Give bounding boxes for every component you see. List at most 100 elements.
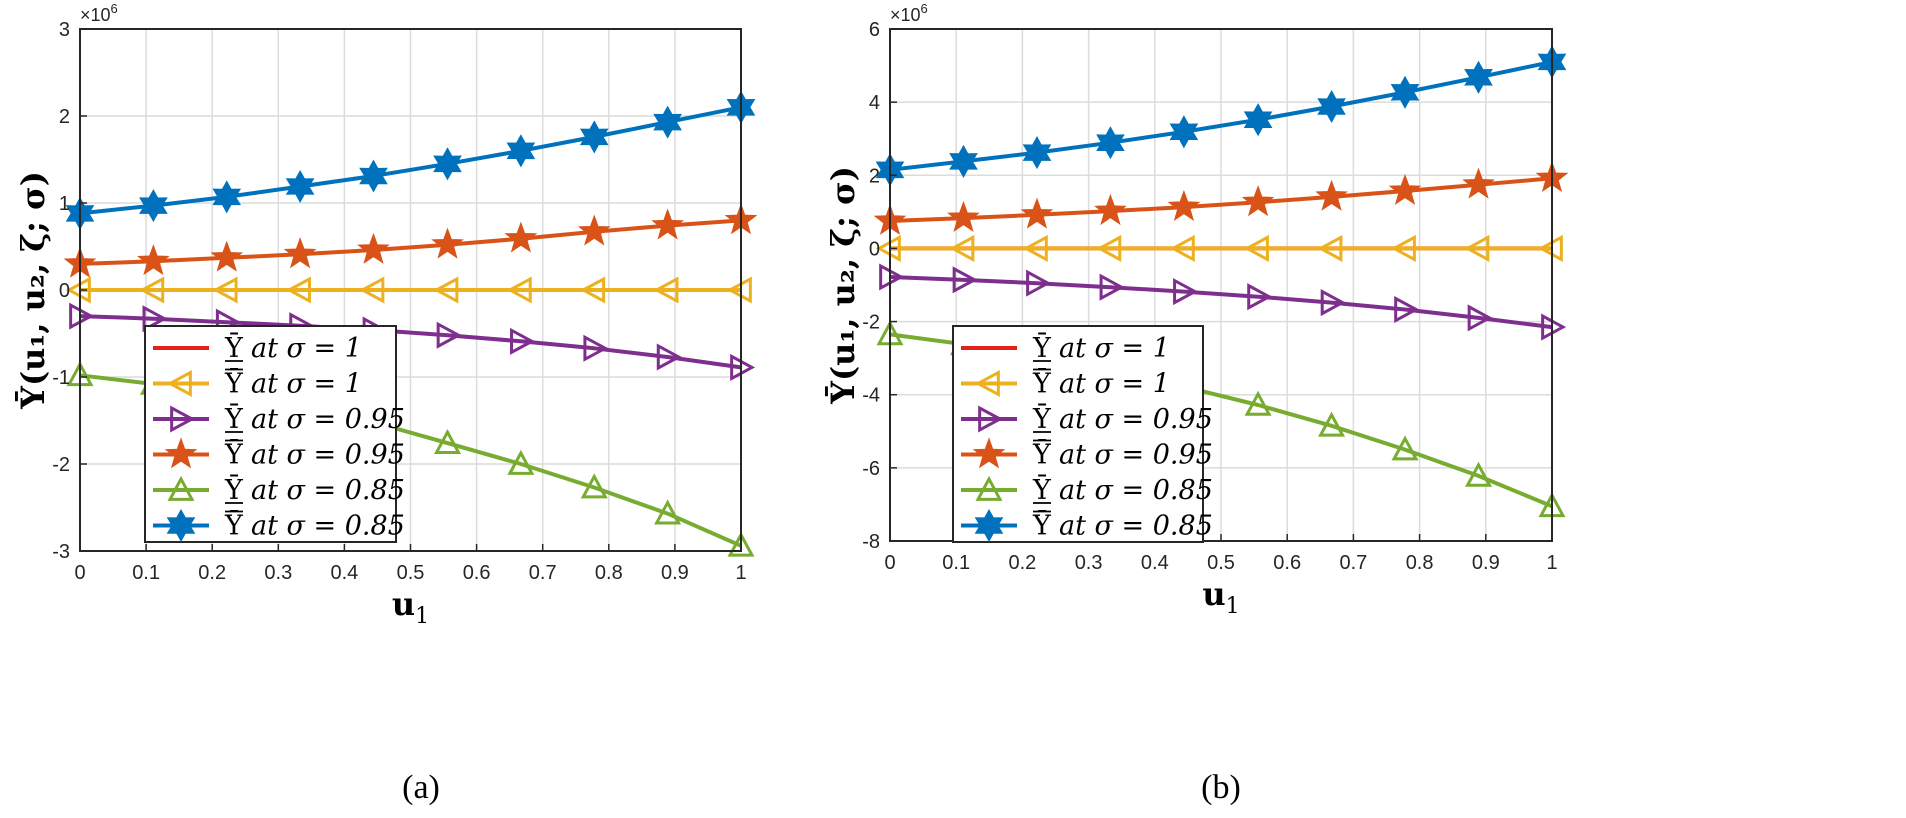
data-point-2-4 (1173, 278, 1199, 306)
data-point-5-5 (433, 147, 462, 181)
data-point-5-7 (1390, 75, 1420, 109)
legend-label-text: at σ = 0.85 (251, 475, 405, 506)
data-point-1-1 (949, 234, 975, 262)
x-tick-label: 0.7 (529, 562, 557, 584)
legend-marker (974, 369, 1000, 398)
data-point-3-7 (577, 214, 611, 246)
legend-marker (975, 475, 1003, 501)
y-tick-label: -8 (862, 531, 880, 553)
data-point-3-5 (431, 227, 464, 259)
data-point-5-7 (579, 120, 609, 154)
data-point-5-6 (506, 134, 536, 168)
y-tick-label: -2 (862, 312, 880, 334)
x-axis-label-subscript: 1 (415, 604, 429, 629)
x-tick-label: 0.6 (463, 562, 491, 584)
legend-symbol: Ῡ (224, 509, 244, 542)
legend-label: at σ = 0.85 (251, 475, 405, 506)
data-point-2-2 (1026, 269, 1052, 297)
legend-symbol: Ῡ (1032, 331, 1052, 364)
data-point-3-2 (210, 240, 244, 272)
legend-symbol: Ῡ (224, 402, 244, 435)
data-point-1-2 (1022, 234, 1048, 262)
data-point-5-5 (1243, 103, 1273, 137)
data-point-1-8 (1464, 234, 1490, 262)
data-point-5-3 (1096, 126, 1125, 160)
data-point-1-4 (1169, 234, 1195, 262)
data-point-4-8 (1465, 461, 1493, 487)
data-point-3-3 (283, 237, 317, 269)
data-point-1-7 (580, 276, 606, 304)
data-point-1-4 (359, 276, 385, 304)
y-axis-label: Ῡ(u₁, u₂, ζ; σ) (14, 171, 52, 410)
data-point-5-8 (1464, 60, 1493, 94)
data-point-5-6 (1317, 89, 1346, 124)
data-point-1-5 (1243, 234, 1269, 262)
y-axis-label: Ῡ(u₁, u₂, ζ; σ) (824, 166, 862, 405)
data-point-5-2 (1022, 136, 1052, 170)
data-point-5-2 (212, 180, 242, 214)
legend-symbol: Ῡ (224, 331, 244, 364)
x-tick-label: 0.1 (942, 552, 970, 574)
exponent-label: ×106 (890, 1, 928, 25)
data-point-4-5 (1244, 390, 1272, 416)
data-point-2-5 (436, 321, 462, 349)
chart-panel-b: 0 0.1 0.2 0.3 0.4 0.5 0.6 0.7 0.8 0.9 1 -8 -6 -4 -2 0 2 4… (824, 1, 1569, 806)
legend-symbol: Ῡ (1032, 473, 1052, 506)
legend-marker (170, 405, 196, 433)
legend-label: at σ = 0.95 (1059, 404, 1213, 435)
legend-label-text: at σ = 1 (1059, 333, 1170, 364)
y-tick-label: -6 (862, 458, 880, 480)
chart-panel-a: 0 0.1 0.2 0.3 0.4 0.5 0.6 0.7 0.8 0.9 1 -3 -2 -1 0 1 2 3 ×… (14, 1, 758, 806)
data-point-3-7 (1388, 173, 1422, 205)
legend-symbol: Ῡ (224, 367, 244, 400)
legend-symbol: Ῡ (224, 438, 244, 471)
data-point-1-6 (506, 276, 532, 304)
series-line-5 (79, 105, 742, 216)
legend-symbol: Ῡ (1032, 367, 1052, 400)
y-tick-label: 0 (59, 280, 70, 302)
data-point-3-1 (947, 200, 980, 232)
series-line-3 (79, 218, 742, 266)
x-tick-label: 0.9 (1472, 552, 1500, 574)
data-point-5-4 (359, 159, 388, 193)
data-point-4-7 (580, 473, 608, 499)
y-tick-label: -1 (52, 367, 70, 389)
data-point-1-3 (1096, 234, 1122, 262)
x-tick-label: 0 (884, 552, 895, 574)
data-point-2-8 (656, 343, 682, 371)
legend-label-text: at σ = 0.95 (251, 440, 405, 471)
exponent-power: 6 (921, 1, 928, 16)
data-point-4-5 (434, 428, 462, 454)
x-axis-label-subscript: 1 (1226, 594, 1240, 619)
x-tick-label: 0 (74, 562, 85, 584)
legend-label: at σ = 1 (251, 369, 362, 400)
data-point-2-5 (1247, 283, 1273, 311)
legend-label-text: at σ = 1 (1059, 369, 1170, 400)
x-tick-label: 0.5 (1207, 552, 1235, 574)
data-point-1-7 (1390, 234, 1416, 262)
data-point-3-4 (357, 232, 390, 264)
data-point-4-7 (1391, 435, 1419, 461)
legend-label-text: at σ = 0.85 (1059, 511, 1213, 542)
data-point-2-3 (1099, 273, 1125, 301)
legend-box (952, 325, 1204, 543)
x-tick-label: 0.7 (1339, 552, 1367, 574)
x-tick-label: 0.3 (1075, 552, 1103, 574)
x-tick-label: 0.1 (132, 562, 160, 584)
data-point-1-8 (653, 276, 679, 304)
data-point-4-6 (1318, 411, 1346, 437)
data-point-3-6 (1315, 179, 1348, 211)
data-point-3-8 (651, 208, 684, 240)
